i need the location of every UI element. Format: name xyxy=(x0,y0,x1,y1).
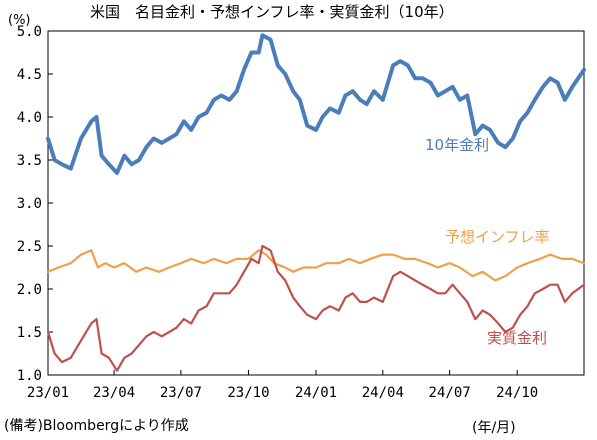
series-line-1 xyxy=(46,33,586,175)
y-tick-label: 2.5 xyxy=(17,239,42,255)
y-tick-label: 2.0 xyxy=(17,282,42,298)
x-tick-label: 23/07 xyxy=(160,385,202,401)
y-tick-label: 5.0 xyxy=(17,24,42,40)
x-axis: 23/01 23/04 23/07 23/10 24/01 24/04 24/07 24/10 xyxy=(27,370,538,401)
y-tick-label: 1.0 xyxy=(17,368,42,384)
series-label-2: 予想インフレ率 xyxy=(445,228,550,246)
y-tick-label: 3.0 xyxy=(17,196,42,212)
x-axis-unit: (年/月) xyxy=(472,420,516,436)
y-axis: 1.0 1.5 2.0 2.5 3.0 3.5 4.0 4.5 5.0 xyxy=(17,24,53,384)
x-tick-label: 24/01 xyxy=(295,385,337,401)
y-tick-label: 4.0 xyxy=(17,110,42,126)
source-note: (備考)Bloombergにより作成 xyxy=(4,418,189,434)
y-axis-unit: (%) xyxy=(8,13,31,28)
y-tick-label: 4.5 xyxy=(17,67,42,83)
series-label-1: 10年金利 xyxy=(425,136,489,154)
chart-title: 米国 名目金利・予想インフレ率・実質金利（10年） xyxy=(90,3,454,21)
x-tick-label: 24/10 xyxy=(496,385,538,401)
y-tick-label: 1.5 xyxy=(17,325,42,341)
series-lines xyxy=(46,33,586,372)
x-tick-label: 24/07 xyxy=(429,385,471,401)
plot-area xyxy=(47,30,585,376)
x-tick-label: 24/04 xyxy=(362,385,404,401)
x-tick-label: 23/01 xyxy=(27,385,69,401)
x-tick-label: 23/04 xyxy=(93,385,135,401)
series-label-3: 実質金利 xyxy=(487,329,547,347)
x-tick-label: 23/10 xyxy=(227,385,269,401)
series-line-3 xyxy=(46,244,586,372)
series-line-2 xyxy=(46,249,586,282)
y-tick-label: 3.5 xyxy=(17,153,42,169)
